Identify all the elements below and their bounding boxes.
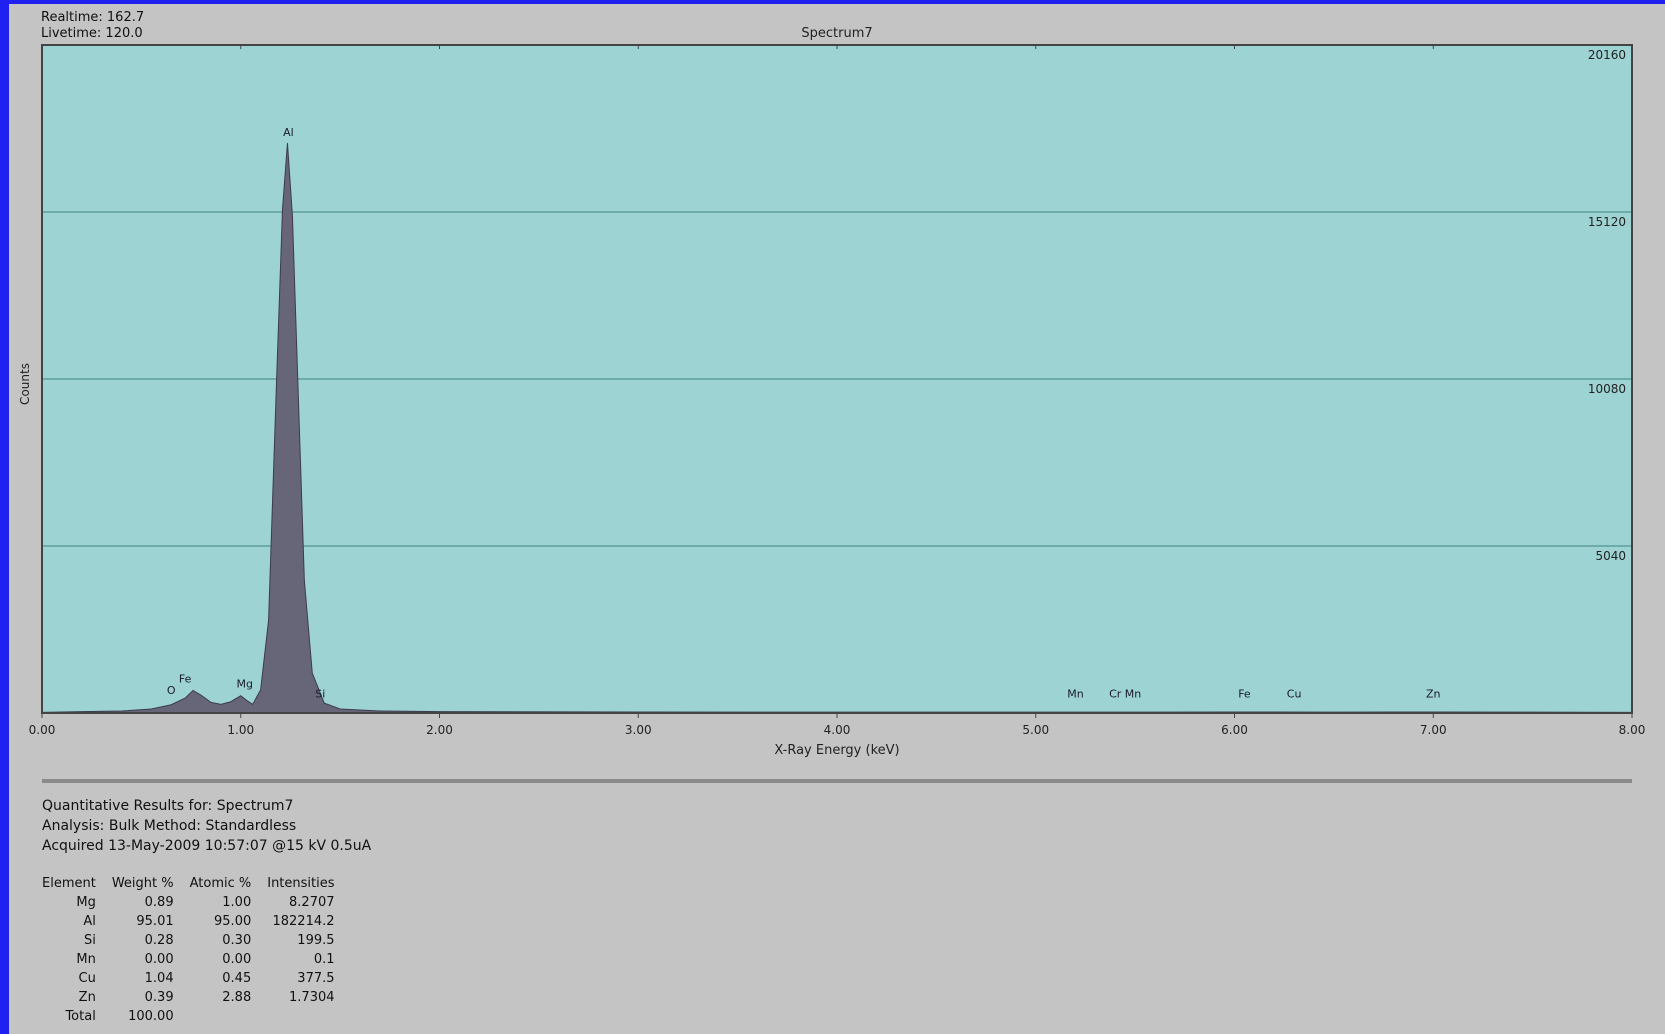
peak-label: Al bbox=[283, 126, 294, 139]
y-tick-label: 20160 bbox=[1588, 48, 1626, 62]
table-cell: 377.5 bbox=[297, 971, 335, 986]
x-tick-label: 8.00 bbox=[1619, 723, 1646, 737]
quantitative-results: Quantitative Results for: Spectrum7 Anal… bbox=[42, 796, 371, 1026]
table-cell: 0.45 bbox=[222, 971, 252, 986]
table-cell: 95.01 bbox=[136, 914, 174, 929]
table-cell: 0.39 bbox=[144, 990, 174, 1005]
table-cell bbox=[259, 1007, 342, 1026]
peak-label: Mg bbox=[236, 677, 252, 690]
table-cell: Total bbox=[65, 1009, 96, 1024]
peak-label: Zn bbox=[1426, 687, 1441, 700]
livetime-label: Livetime: 120.0 bbox=[41, 26, 143, 41]
table-cell: Mg bbox=[76, 895, 96, 910]
x-tick-label: 4.00 bbox=[824, 723, 851, 737]
results-acquired: Acquired 13-May-2009 10:57:07 @15 kV 0.5… bbox=[42, 838, 372, 854]
results-table-header: Element Weight % Atomic % Intensities bbox=[42, 874, 343, 893]
table-cell: 0.89 bbox=[144, 895, 174, 910]
x-tick-label: 2.00 bbox=[426, 723, 453, 737]
col-weight: Weight % bbox=[111, 876, 174, 891]
realtime-label: Realtime: 162.7 bbox=[41, 10, 145, 25]
x-tick-label: 6.00 bbox=[1221, 723, 1248, 737]
table-cell: 0.30 bbox=[222, 933, 252, 948]
table-cell: 95.00 bbox=[214, 914, 252, 929]
peak-label: Cr Mn bbox=[1109, 687, 1141, 700]
table-cell: Al bbox=[83, 914, 96, 929]
peak-label: O bbox=[167, 684, 176, 697]
table-row: Si 0.28 0.30 199.5 bbox=[42, 931, 343, 950]
table-cell: 0.28 bbox=[144, 933, 174, 948]
table-cell: 182214.2 bbox=[272, 914, 335, 929]
x-tick-label: 7.00 bbox=[1420, 723, 1447, 737]
results-table: Element Weight % Atomic % Intensities Mg… bbox=[42, 874, 343, 1026]
table-cell: 1.04 bbox=[144, 971, 174, 986]
table-cell: 100.00 bbox=[128, 1009, 174, 1024]
results-title: Quantitative Results for: Spectrum7 bbox=[42, 798, 294, 814]
table-cell: 1.7304 bbox=[289, 990, 335, 1005]
table-cell bbox=[182, 1007, 260, 1026]
peak-label: Fe bbox=[1238, 687, 1251, 700]
y-axis-label: Counts bbox=[18, 363, 32, 405]
table-cell: 0.1 bbox=[313, 952, 335, 967]
y-tick-label: 5040 bbox=[1595, 549, 1626, 563]
peak-label: Si bbox=[315, 687, 325, 700]
table-row: Al 95.01 95.00 182214.2 bbox=[42, 912, 343, 931]
spectrum-window: Realtime: 162.7 Livetime: 120.0 5040 1008… bbox=[9, 4, 1665, 1034]
y-tick-label: 10080 bbox=[1588, 382, 1626, 396]
col-intensities: Intensities bbox=[267, 876, 335, 891]
x-tick-label: 5.00 bbox=[1022, 723, 1049, 737]
col-atomic: Atomic % bbox=[189, 876, 252, 891]
table-row: Zn 0.39 2.88 1.7304 bbox=[42, 988, 343, 1007]
chart-title: Spectrum7 bbox=[801, 26, 872, 41]
x-axis-label: X-Ray Energy (keV) bbox=[774, 743, 899, 758]
table-cell: 0.00 bbox=[222, 952, 252, 967]
table-cell: Si bbox=[83, 933, 96, 948]
table-cell: 1.00 bbox=[222, 895, 252, 910]
peak-label: Mn bbox=[1067, 687, 1083, 700]
table-cell: 199.5 bbox=[297, 933, 335, 948]
results-separator bbox=[42, 779, 1632, 783]
peak-label: Cu bbox=[1287, 687, 1302, 700]
table-cell: 0.00 bbox=[144, 952, 174, 967]
plot-frame bbox=[41, 44, 1633, 714]
x-tick-label: 1.00 bbox=[227, 723, 254, 737]
x-tick-label: 3.00 bbox=[625, 723, 652, 737]
table-cell: 8.2707 bbox=[289, 895, 335, 910]
y-tick-label: 15120 bbox=[1588, 215, 1626, 229]
table-row: Mn 0.00 0.00 0.1 bbox=[42, 950, 343, 969]
spectrum-chart: 5040 10080 15120 20160 0.00 1.00 2.00 3.00 4.00 5… bbox=[18, 26, 1646, 783]
table-row: Cu 1.04 0.45 377.5 bbox=[42, 969, 343, 988]
table-cell: Zn bbox=[78, 990, 96, 1005]
x-tick-label: 0.00 bbox=[29, 723, 56, 737]
table-row: Total 100.00 bbox=[42, 1007, 343, 1026]
table-cell: Cu bbox=[78, 971, 96, 986]
col-element: Element bbox=[42, 876, 96, 891]
results-analysis: Analysis: Bulk Method: Standardless bbox=[42, 818, 297, 834]
table-cell: 2.88 bbox=[222, 990, 252, 1005]
peak-label: Fe bbox=[179, 672, 192, 685]
table-row: Mg 0.89 1.00 8.2707 bbox=[42, 893, 343, 912]
table-cell: Mn bbox=[76, 952, 96, 967]
